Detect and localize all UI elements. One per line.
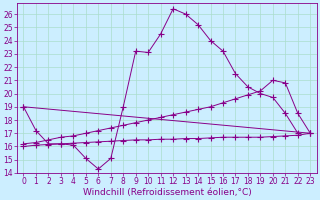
- X-axis label: Windchill (Refroidissement éolien,°C): Windchill (Refroidissement éolien,°C): [83, 188, 251, 197]
